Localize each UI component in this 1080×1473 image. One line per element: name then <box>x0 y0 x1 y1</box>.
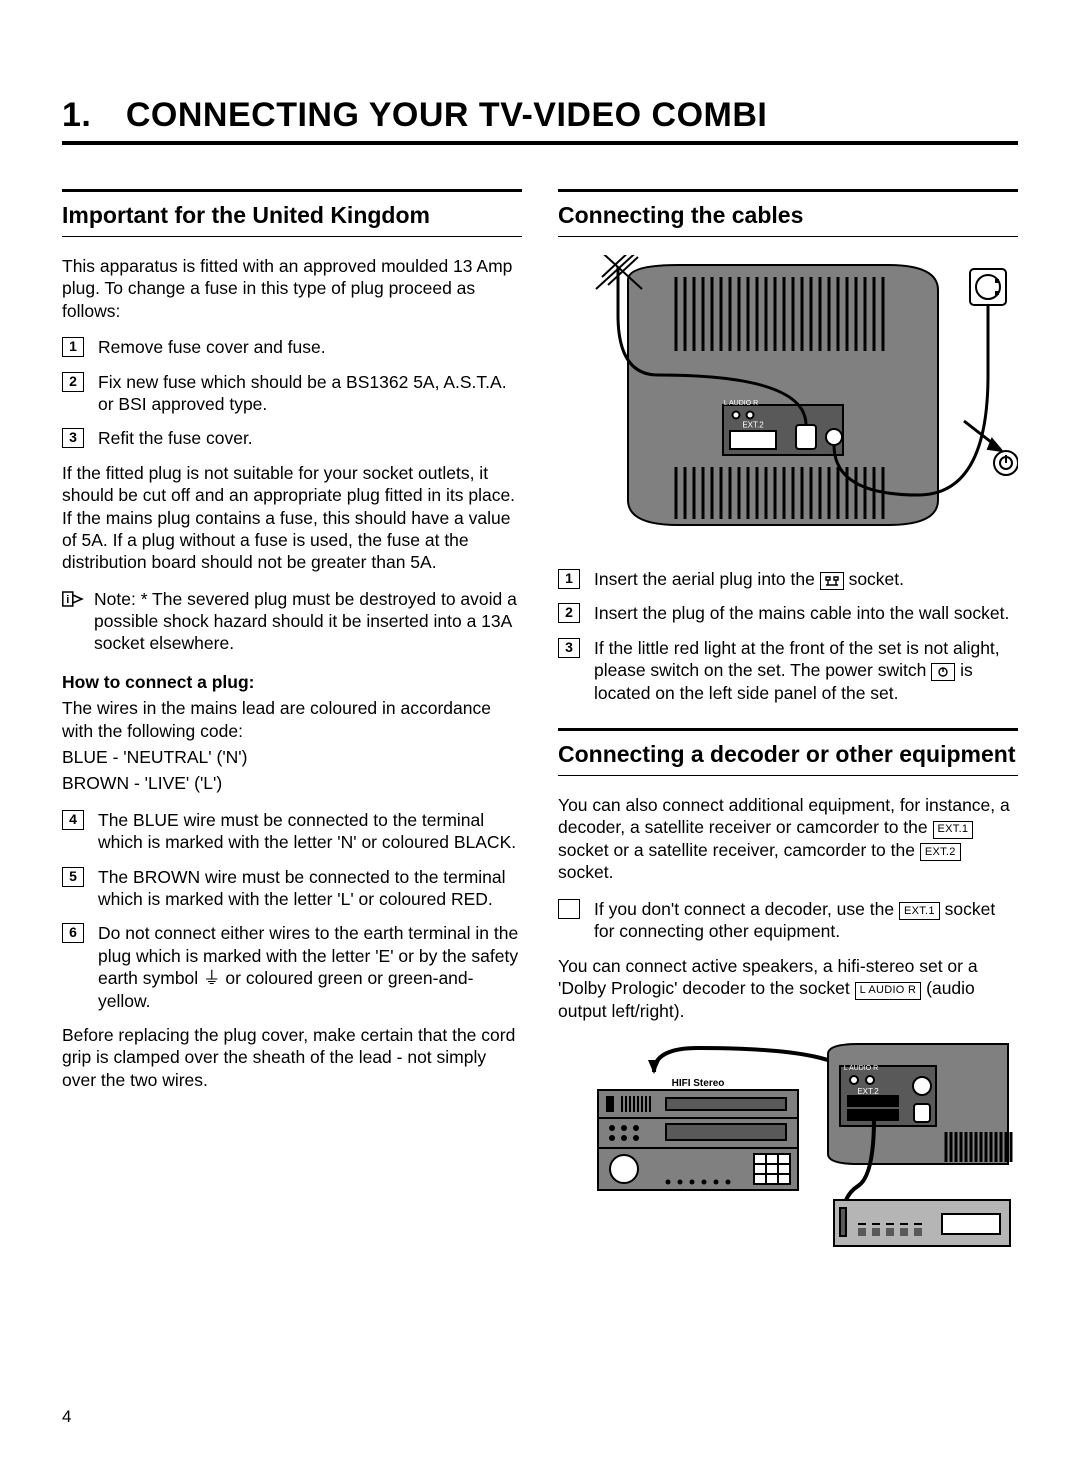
step: 1 Insert the aerial plug into the socket. <box>558 568 1018 590</box>
cable-steps: 1 Insert the aerial plug into the socket.… <box>558 568 1018 704</box>
step-text: If the little red light at the front of … <box>594 637 1018 704</box>
code-blue: BLUE - 'NEUTRAL' ('N') <box>62 746 522 768</box>
two-column-layout: Important for the United Kingdom This ap… <box>62 189 1018 1279</box>
uk-note: i Note: * The severed plug must be destr… <box>62 588 522 655</box>
right-column: Connecting the cables L AUDIO R EXT.2 <box>558 189 1018 1279</box>
aerial-icon <box>820 572 844 590</box>
step-number: 5 <box>62 867 84 887</box>
ext1-label: EXT.1 <box>899 902 940 920</box>
svg-text:EXT.2: EXT.2 <box>742 421 764 430</box>
step: 2 Fix new fuse which should be a BS1362 5… <box>62 371 522 416</box>
info-arrow-icon: i <box>62 589 84 614</box>
step-text: Insert the plug of the mains cable into … <box>594 602 1018 624</box>
svg-text:EXT.2: EXT.2 <box>857 1087 879 1096</box>
uk-plug-advice: If the fitted plug is not suitable for y… <box>62 462 522 574</box>
svg-text:HIFI Stereo: HIFI Stereo <box>672 1078 725 1089</box>
step-text: The BROWN wire must be connected to the … <box>98 866 522 911</box>
code-brown: BROWN - 'LIVE' ('L') <box>62 772 522 794</box>
step: 6 Do not connect either wires to the eart… <box>62 922 522 1012</box>
step-text: The BLUE wire must be connected to the t… <box>98 809 522 854</box>
laudior-label: L AUDIO R <box>855 982 922 1000</box>
uk-closing: Before replacing the plug cover, make ce… <box>62 1024 522 1091</box>
step-number: 6 <box>62 923 84 943</box>
left-column: Important for the United Kingdom This ap… <box>62 189 522 1279</box>
step-text: Insert the aerial plug into the socket. <box>594 568 1018 590</box>
ext2-label: EXT.2 <box>920 843 961 861</box>
uk-intro: This apparatus is fitted with an approve… <box>62 255 522 322</box>
step-number: 3 <box>62 428 84 448</box>
step-number: 2 <box>62 372 84 392</box>
step-text: Fix new fuse which should be a BS1362 5A… <box>98 371 522 416</box>
section-uk-heading: Important for the United Kingdom <box>62 189 522 237</box>
howto-intro: The wires in the mains lead are coloured… <box>62 697 522 742</box>
figure-hifi-decoder: HIFI Stereo L AUDIO R EXT.2 <box>558 1036 1018 1261</box>
step: 3 If the little red light at the front of… <box>558 637 1018 704</box>
svg-text:i: i <box>66 594 69 606</box>
section-decoder-heading: Connecting a decoder or other equipment <box>558 728 1018 776</box>
decoder-para2: You can connect active speakers, a hifi-… <box>558 955 1018 1022</box>
svg-text:L AUDIO R: L AUDIO R <box>844 1065 878 1072</box>
step: 4 The BLUE wire must be connected to the … <box>62 809 522 854</box>
figure-tv-rear: L AUDIO R EXT.2 <box>558 255 1018 550</box>
step: 5 The BROWN wire must be connected to the… <box>62 866 522 911</box>
step: 2 Insert the plug of the mains cable into… <box>558 602 1018 624</box>
step-text: Refit the fuse cover. <box>98 427 522 449</box>
decoder-para1: You can also connect additional equipmen… <box>558 794 1018 884</box>
power-icon <box>931 663 955 681</box>
page-title: 1. CONNECTING YOUR TV-VIDEO COMBI <box>62 96 1018 145</box>
ext1-label: EXT.1 <box>933 821 974 839</box>
step-number: 2 <box>558 603 580 623</box>
decoder-bullet: If you don't connect a decoder, use the … <box>558 898 1018 943</box>
step-number: 3 <box>558 638 580 658</box>
step-number: 1 <box>558 569 580 589</box>
svg-text:L AUDIO R: L AUDIO R <box>724 400 758 407</box>
step-number: 4 <box>62 810 84 830</box>
step-number: 1 <box>62 337 84 357</box>
step-text: Remove fuse cover and fuse. <box>98 336 522 358</box>
howto-title: How to connect a plug: <box>62 671 522 693</box>
step-text: Do not connect either wires to the earth… <box>98 922 522 1012</box>
step: 1 Remove fuse cover and fuse. <box>62 336 522 358</box>
section-cables-heading: Connecting the cables <box>558 189 1018 237</box>
uk-wire-steps: 4 The BLUE wire must be connected to the … <box>62 809 522 1012</box>
step: 3 Refit the fuse cover. <box>62 427 522 449</box>
uk-note-text: Note: * The severed plug must be destroy… <box>94 588 522 655</box>
empty-square-icon <box>558 899 580 919</box>
uk-fuse-steps: 1 Remove fuse cover and fuse. 2 Fix new fus… <box>62 336 522 450</box>
page-number: 4 <box>62 1407 71 1427</box>
